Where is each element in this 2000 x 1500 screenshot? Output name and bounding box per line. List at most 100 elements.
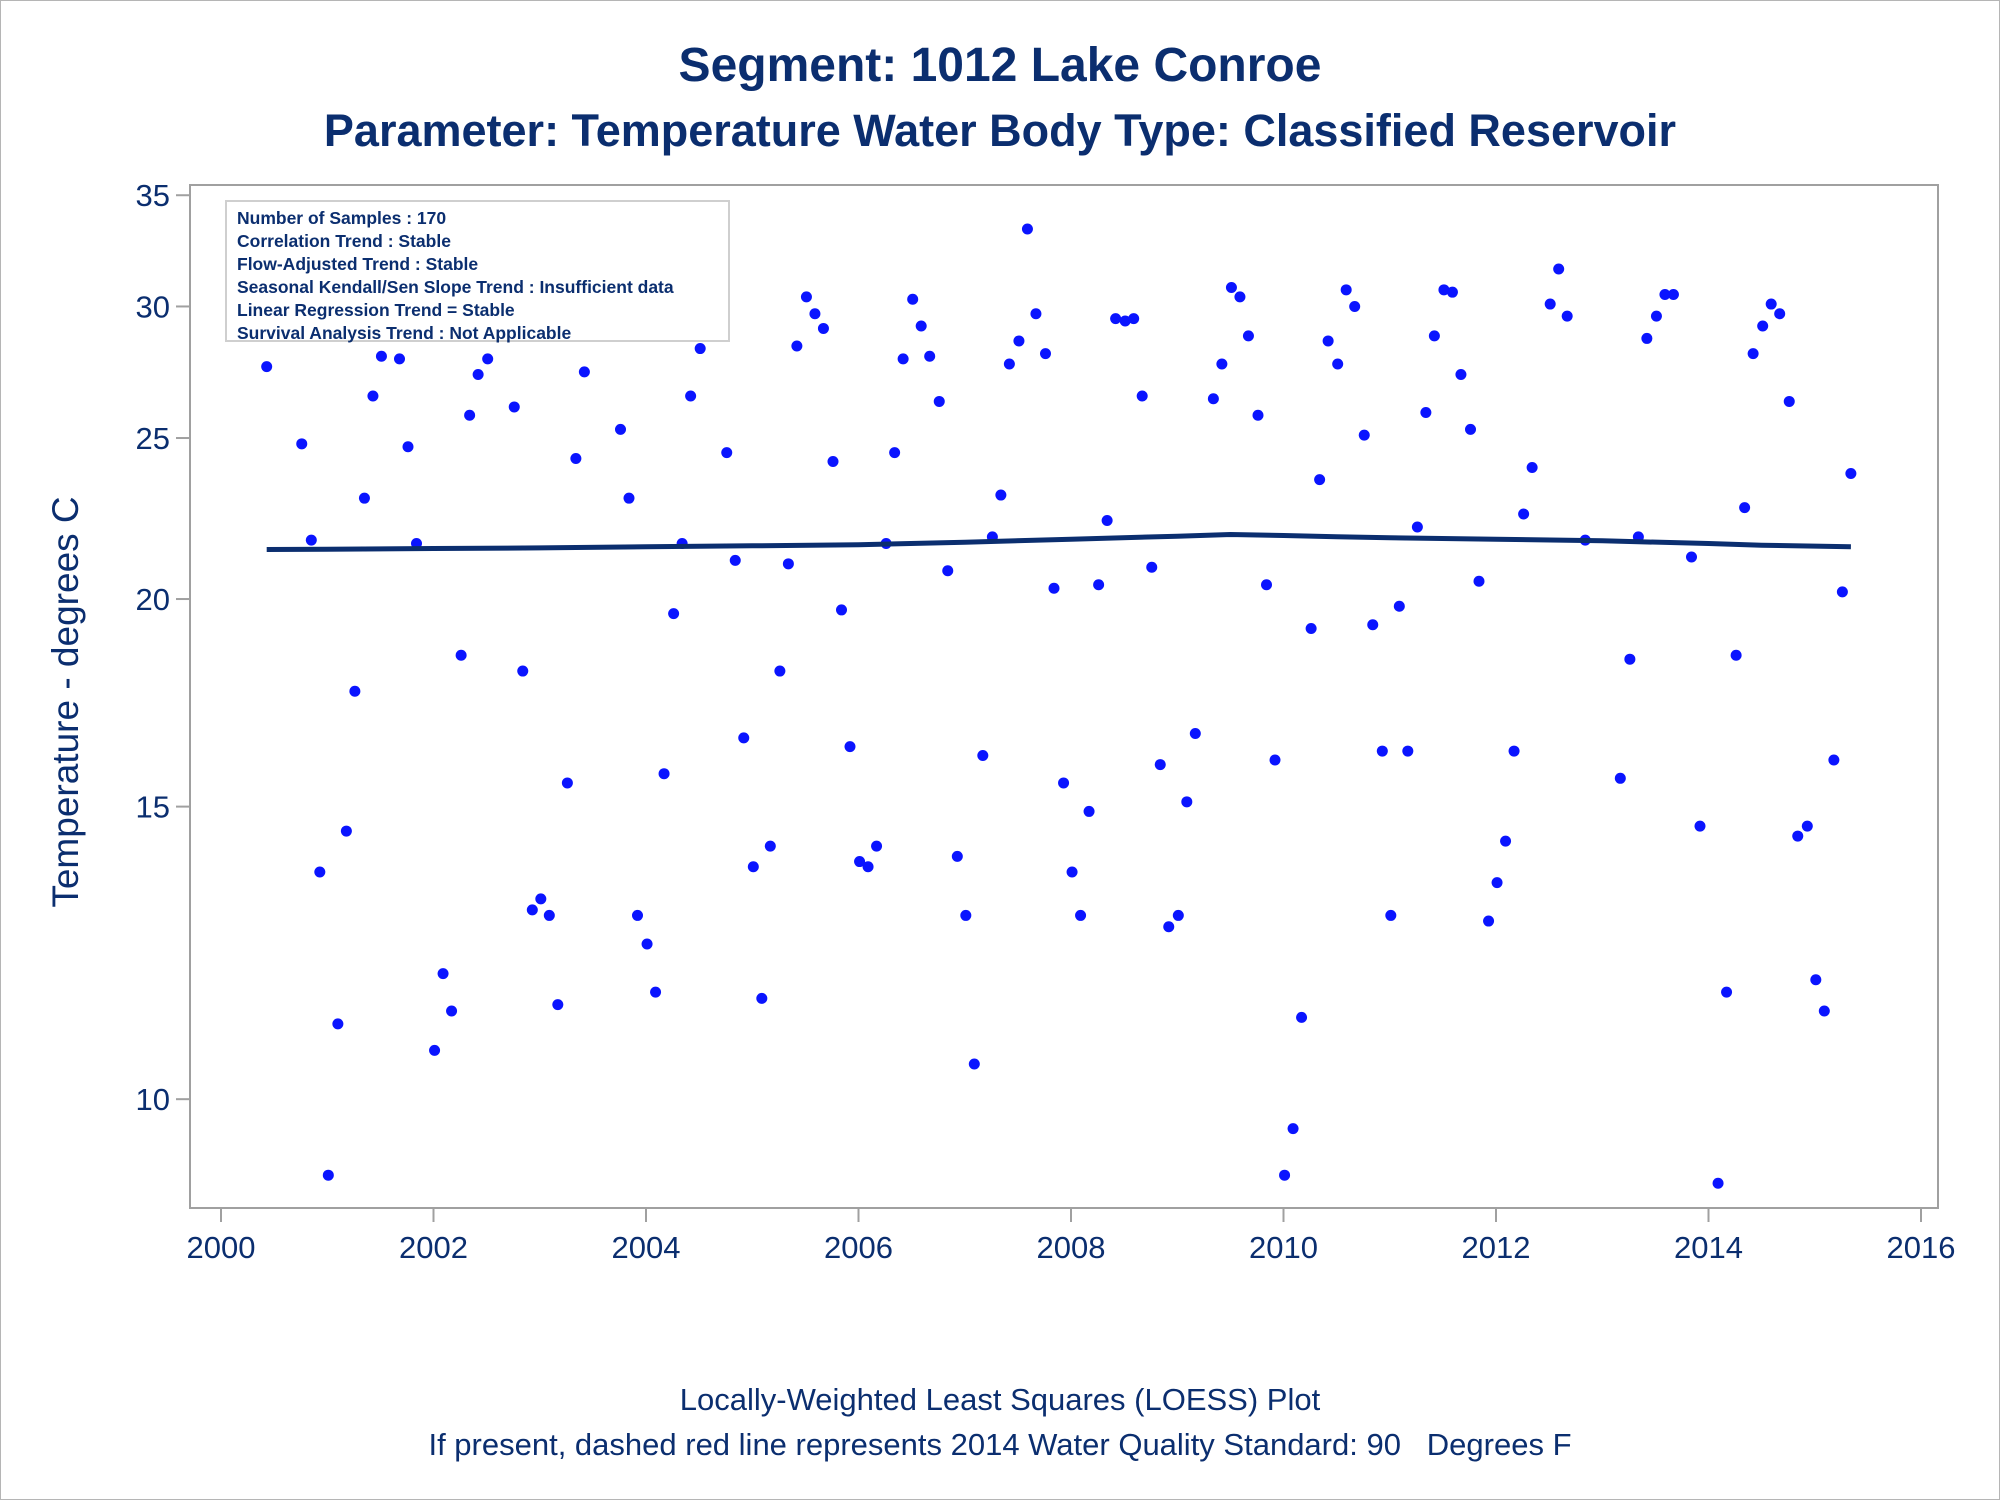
data-point — [1349, 300, 1361, 312]
data-point — [782, 558, 794, 570]
data-point — [535, 893, 547, 905]
plot-frame — [189, 184, 1939, 1209]
data-point — [1721, 986, 1733, 998]
data-point — [561, 777, 573, 789]
data-point — [1500, 835, 1512, 847]
stats-survival-analysis-trend: Survival Analysis Trend : Not Applicable — [237, 323, 572, 343]
data-point — [1455, 369, 1467, 381]
x-tick-label: 2004 — [612, 1230, 681, 1265]
data-point — [1828, 754, 1840, 766]
data-point — [915, 320, 927, 332]
data-point — [1561, 310, 1573, 322]
data-point — [1836, 586, 1848, 598]
data-point — [332, 1018, 344, 1030]
data-point — [632, 909, 643, 921]
data-point — [623, 492, 635, 504]
data-point — [1261, 579, 1272, 591]
x-tick-label: 2008 — [1037, 1230, 1106, 1265]
data-point — [1207, 393, 1219, 405]
data-point — [668, 608, 680, 620]
y-axis-label: Temperature - degrees C — [45, 496, 86, 907]
data-point — [924, 350, 936, 362]
data-point — [1765, 298, 1777, 310]
data-point — [1659, 289, 1671, 301]
data-point — [1358, 429, 1370, 441]
y-tick-label: 15 — [136, 790, 170, 825]
data-point — [1402, 745, 1414, 757]
data-point — [570, 453, 582, 465]
data-point — [1747, 348, 1759, 360]
data-point — [1428, 330, 1440, 342]
x-tick-label: 2016 — [1887, 1230, 1956, 1265]
data-point — [1322, 335, 1334, 347]
data-point — [1146, 561, 1158, 573]
trend-stats-box: Number of Samples : 170 Correlation Tren… — [225, 200, 730, 343]
data-point — [1013, 335, 1025, 347]
stats-linear-regression-trend: Linear Regression Trend = Stable — [237, 300, 515, 320]
y-tick-label: 20 — [136, 582, 170, 617]
data-point — [261, 361, 273, 373]
data-point — [314, 866, 326, 878]
data-point — [367, 390, 379, 402]
data-point — [658, 768, 670, 780]
data-point — [942, 565, 954, 577]
data-point — [464, 409, 476, 421]
data-point — [809, 308, 821, 320]
data-point — [1242, 330, 1254, 342]
data-point — [340, 825, 352, 837]
loess-line — [266, 531, 1851, 552]
data-point — [375, 350, 387, 362]
data-point — [1314, 474, 1326, 486]
data-point — [1739, 502, 1751, 514]
data-point — [482, 353, 494, 365]
data-point — [1066, 866, 1078, 878]
data-point — [1694, 820, 1706, 832]
data-points — [261, 223, 1857, 1189]
data-point — [995, 489, 1007, 501]
y-tick-label: 30 — [136, 289, 170, 324]
data-point — [1686, 551, 1697, 563]
data-point — [1136, 390, 1148, 402]
data-point — [871, 840, 883, 852]
x-tick-label: 2000 — [187, 1230, 256, 1265]
axes: 10 15 20 25 30 35 2000 2002 2004 2006 2008 2010 2012… — [136, 178, 1956, 1265]
data-point — [429, 1044, 441, 1056]
data-point — [960, 909, 972, 921]
data-point — [1473, 575, 1485, 587]
x-tick-label: 2010 — [1249, 1230, 1318, 1265]
data-point — [1030, 308, 1042, 320]
data-point — [1757, 320, 1769, 332]
data-point — [1340, 284, 1352, 296]
data-point — [1110, 313, 1122, 325]
data-point — [897, 353, 909, 365]
data-point — [1181, 796, 1193, 808]
chart-subtitle: Parameter: Temperature Water Body Type: … — [323, 105, 1677, 156]
data-point — [1650, 310, 1662, 322]
data-point — [685, 390, 697, 402]
data-point — [394, 353, 405, 365]
data-point — [446, 1005, 458, 1017]
data-point — [1101, 514, 1113, 526]
data-point — [791, 340, 803, 352]
data-point — [817, 322, 829, 334]
data-point — [721, 447, 733, 459]
data-point — [641, 938, 653, 950]
data-point — [1667, 289, 1679, 301]
data-point — [1553, 263, 1565, 275]
data-point — [437, 968, 449, 980]
data-point — [455, 649, 467, 661]
data-point — [517, 665, 529, 677]
y-tick-label: 25 — [136, 421, 170, 456]
data-point — [933, 395, 945, 407]
x-tick-label: 2012 — [1462, 1230, 1531, 1265]
data-point — [1083, 805, 1095, 817]
data-point — [1491, 877, 1503, 889]
data-point — [1269, 754, 1281, 766]
data-point — [1376, 745, 1388, 757]
data-point — [1003, 358, 1015, 370]
data-point — [1119, 315, 1131, 327]
data-point — [1385, 909, 1397, 921]
y-tick-label: 10 — [136, 1082, 170, 1117]
data-point — [1040, 348, 1051, 360]
